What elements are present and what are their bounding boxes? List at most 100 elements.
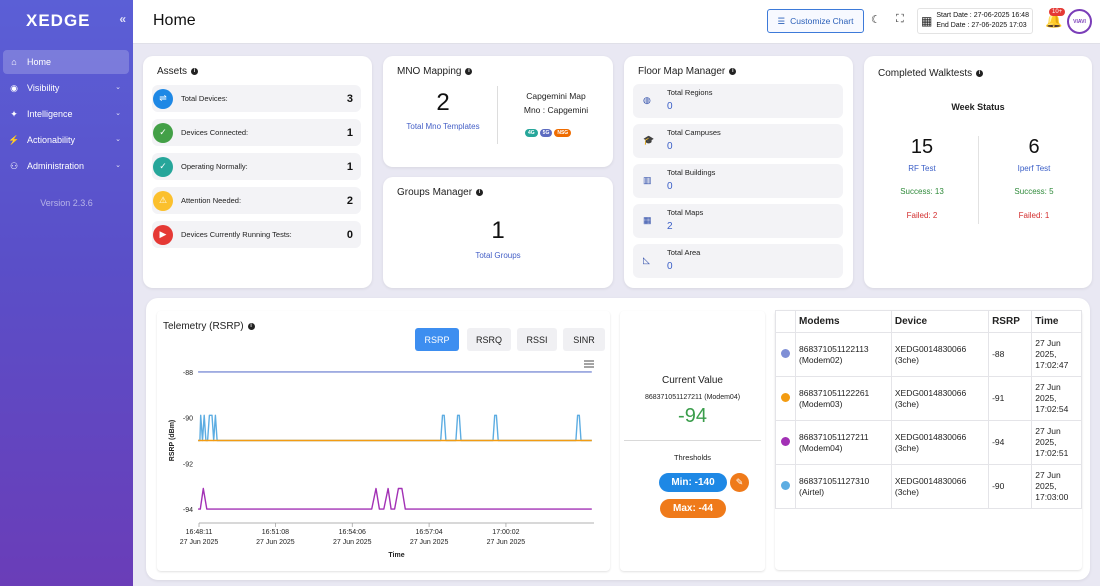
- tab-rsrq[interactable]: RSRQ: [467, 328, 511, 351]
- device-cell-line: (3che): [894, 354, 919, 365]
- eye-icon: ◉: [10, 82, 18, 93]
- bolt-icon: ⚡: [8, 134, 20, 145]
- mno-tags: 4G 5G NSG: [525, 121, 605, 139]
- column-header[interactable]: Device: [890, 310, 990, 333]
- divider: [497, 86, 498, 144]
- sidebar-item-home[interactable]: ⌂ Home: [3, 50, 129, 74]
- collapse-sidebar-icon[interactable]: «: [119, 12, 127, 26]
- sidebar-item-label: Intelligence: [27, 109, 73, 119]
- column-header[interactable]: RSRP: [988, 310, 1033, 333]
- customize-chart-button[interactable]: ☰ Customize Chart: [767, 9, 864, 33]
- time-cell-line: 17:03:00: [1035, 492, 1069, 502]
- x-tick-label: 16:51:08: [262, 529, 289, 536]
- groups-count-label[interactable]: Total Groups: [475, 251, 521, 260]
- sidebar-nav: ⌂ Home ◉ Visibility ⌄ ✦ Intelligence ⌄ ⚡ Actionab…: [0, 50, 133, 178]
- floor-map-row[interactable]: 🎓 Total Campuses 0: [633, 124, 843, 158]
- table-row[interactable]: 868371051127310 (Airtel) XEDG0014830066 (3c…: [775, 464, 1082, 509]
- series-color-dot: [781, 348, 790, 358]
- modem-cell-line: (Modem02): [799, 354, 843, 365]
- mno-count-label[interactable]: Total Mno Templates: [406, 122, 480, 131]
- end-date: End Date : 27-06-2025 17:03: [936, 22, 1027, 29]
- avatar[interactable]: VIAVI: [1067, 9, 1092, 34]
- time-cell: 27 Jun 2025, 17:02:54: [1031, 376, 1082, 421]
- info-icon[interactable]: i: [191, 67, 199, 75]
- asset-value: 0: [346, 228, 353, 241]
- sidebar-item-actionability[interactable]: ⚡ Actionability ⌄: [3, 128, 129, 152]
- info-icon[interactable]: i: [247, 322, 255, 330]
- device-cell-line: XEDG0014830066: [894, 387, 967, 398]
- rf-test-count: 15: [910, 136, 934, 158]
- series-line-1[interactable]: [198, 414, 592, 442]
- y-tick-label: -92: [183, 461, 193, 468]
- top-header: Home ☰ Customize Chart ☾ ⛶ ▦ Start Date …: [133, 0, 1100, 44]
- info-icon[interactable]: i: [976, 69, 984, 77]
- tab-rsrp[interactable]: RSRP: [415, 328, 459, 351]
- modem-cell: 868371051122113 (Modem02): [795, 332, 892, 377]
- fullscreen-icon[interactable]: ⛶: [896, 13, 904, 25]
- x-tick-label: 16:48:11: [186, 529, 213, 536]
- rsrp-cell: -88: [988, 332, 1033, 377]
- sidebar-item-visibility[interactable]: ◉ Visibility ⌄: [3, 76, 129, 100]
- floor-map-row[interactable]: ▥ Total Buildings 0: [633, 164, 843, 198]
- column-header[interactable]: Time: [1031, 310, 1082, 333]
- floor-stat-icon: 🎓: [643, 135, 655, 145]
- bell-icon[interactable]: 🔔: [1045, 12, 1063, 28]
- table-row[interactable]: 868371051127211 (Modem04) XEDG0014830066 (3…: [775, 420, 1082, 465]
- asset-row[interactable]: ⇌ Total Devices: 3: [152, 85, 361, 112]
- sidebar-item-label: Actionability: [27, 135, 76, 145]
- time-cell-line: 2025,: [1035, 437, 1057, 447]
- pencil-icon: ✎: [735, 477, 744, 487]
- sidebar-item-intelligence[interactable]: ✦ Intelligence ⌄: [3, 102, 129, 126]
- series-line-3[interactable]: [198, 487, 592, 510]
- asset-row[interactable]: ▶ Devices Currently Running Tests: 0: [152, 221, 361, 248]
- info-icon[interactable]: i: [729, 67, 737, 75]
- table-header-row: Modems Device RSRP Time: [775, 310, 1082, 333]
- time-cell-line: 27 Jun: [1035, 426, 1061, 436]
- column-header[interactable]: Modems: [795, 310, 892, 333]
- asset-row[interactable]: ⚠ Attention Needed: 2: [152, 187, 361, 214]
- asset-value: 3: [346, 92, 353, 105]
- iperf-test-label[interactable]: Iperf Test: [1017, 164, 1051, 173]
- floor-stat-label: Total Maps: [667, 208, 704, 217]
- floor-title: Floor Map Manager i: [638, 66, 737, 77]
- brand-logo: XEDGE «: [0, 0, 133, 42]
- device-cell: XEDG0014830066 (3che): [890, 376, 990, 421]
- device-cell-line: XEDG0014830066: [894, 475, 967, 486]
- device-cell-line: (3che): [894, 398, 919, 409]
- modem-cell-line: 868371051122113: [799, 343, 869, 354]
- modems-table: Modems Device RSRP Time 868371051122113 (Mode…: [775, 310, 1082, 509]
- floor-stat-icon: ▦: [643, 215, 652, 225]
- series-color-cell: [775, 420, 796, 465]
- table-row[interactable]: 868371051122113 (Modem02) XEDG0014830066 (3…: [775, 332, 1082, 377]
- table-row[interactable]: 868371051122261 (Modem03) XEDG0014830066 (3…: [775, 376, 1082, 421]
- x-axis-label: Time: [388, 552, 404, 559]
- home-icon: ⌂: [11, 57, 17, 67]
- floor-stat-value: 2: [667, 221, 673, 232]
- floor-stat-label: Total Regions: [667, 88, 713, 97]
- asset-row[interactable]: ✓ Operating Normally: 1: [152, 153, 361, 180]
- info-icon[interactable]: i: [476, 188, 484, 196]
- dark-mode-icon[interactable]: ☾: [871, 14, 881, 26]
- time-cell-line: 17:02:51: [1035, 448, 1069, 458]
- floor-map-row[interactable]: ◍ Total Regions 0: [633, 84, 843, 118]
- tab-sinr[interactable]: SINR: [563, 328, 605, 351]
- mno-count: 2: [436, 89, 450, 116]
- edit-threshold-button[interactable]: ✎: [730, 473, 749, 492]
- rf-test-label[interactable]: RF Test: [908, 164, 936, 173]
- asset-value: 2: [346, 194, 353, 207]
- floor-map-row[interactable]: ◺ Total Area 0: [633, 244, 843, 278]
- modem-cell-line: (Modem04): [799, 442, 843, 453]
- device-cell-line: XEDG0014830066: [894, 343, 967, 354]
- bulb-icon: ✦: [10, 108, 18, 119]
- floor-map-row[interactable]: ▦ Total Maps 2: [633, 204, 843, 238]
- x-tick-date: 27 Jun 2025: [256, 539, 295, 546]
- rsrp-line-chart[interactable]: -88 -90 -92 -94 RSRP (dBm) 16:48:11 27 Jun 202…: [157, 346, 610, 571]
- y-tick-label: -94: [183, 507, 193, 514]
- info-icon[interactable]: i: [465, 67, 473, 75]
- sidebar-item-administration[interactable]: ⚇ Administration ⌄: [3, 154, 129, 178]
- mno-mapping-card: MNO Mapping i 2 Total Mno Templates Capge…: [383, 56, 613, 167]
- tab-rssi[interactable]: RSSI: [517, 328, 557, 351]
- date-range[interactable]: ▦ Start Date : 27-06-2025 16:48 End Date…: [917, 8, 1033, 34]
- asset-row[interactable]: ✓ Devices Connected: 1: [152, 119, 361, 146]
- device-cell: XEDG0014830066 (3che): [890, 464, 990, 509]
